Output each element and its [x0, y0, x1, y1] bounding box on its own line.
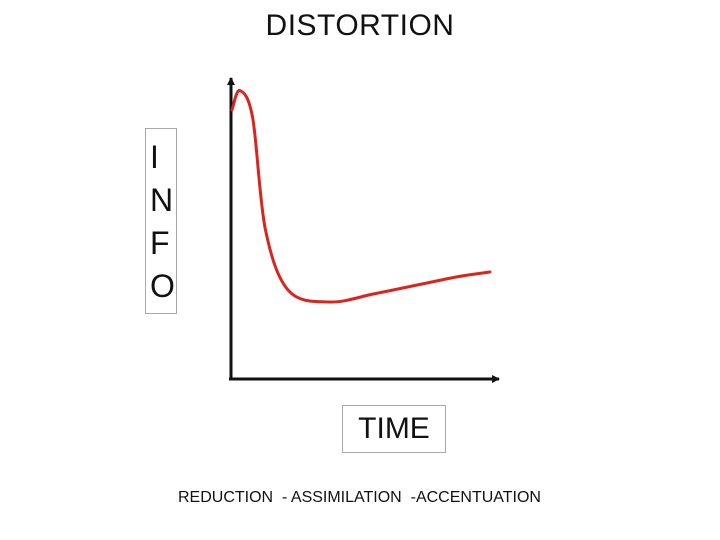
caption: REDUCTION - ASSIMILATION -ACCENTUATION	[178, 489, 541, 506]
slide-title: DISTORTION	[265, 9, 455, 42]
y-axis-label: INFO	[145, 128, 177, 314]
x-axis-label: TIME	[342, 405, 446, 453]
info-distortion-curve	[230, 89, 492, 304]
